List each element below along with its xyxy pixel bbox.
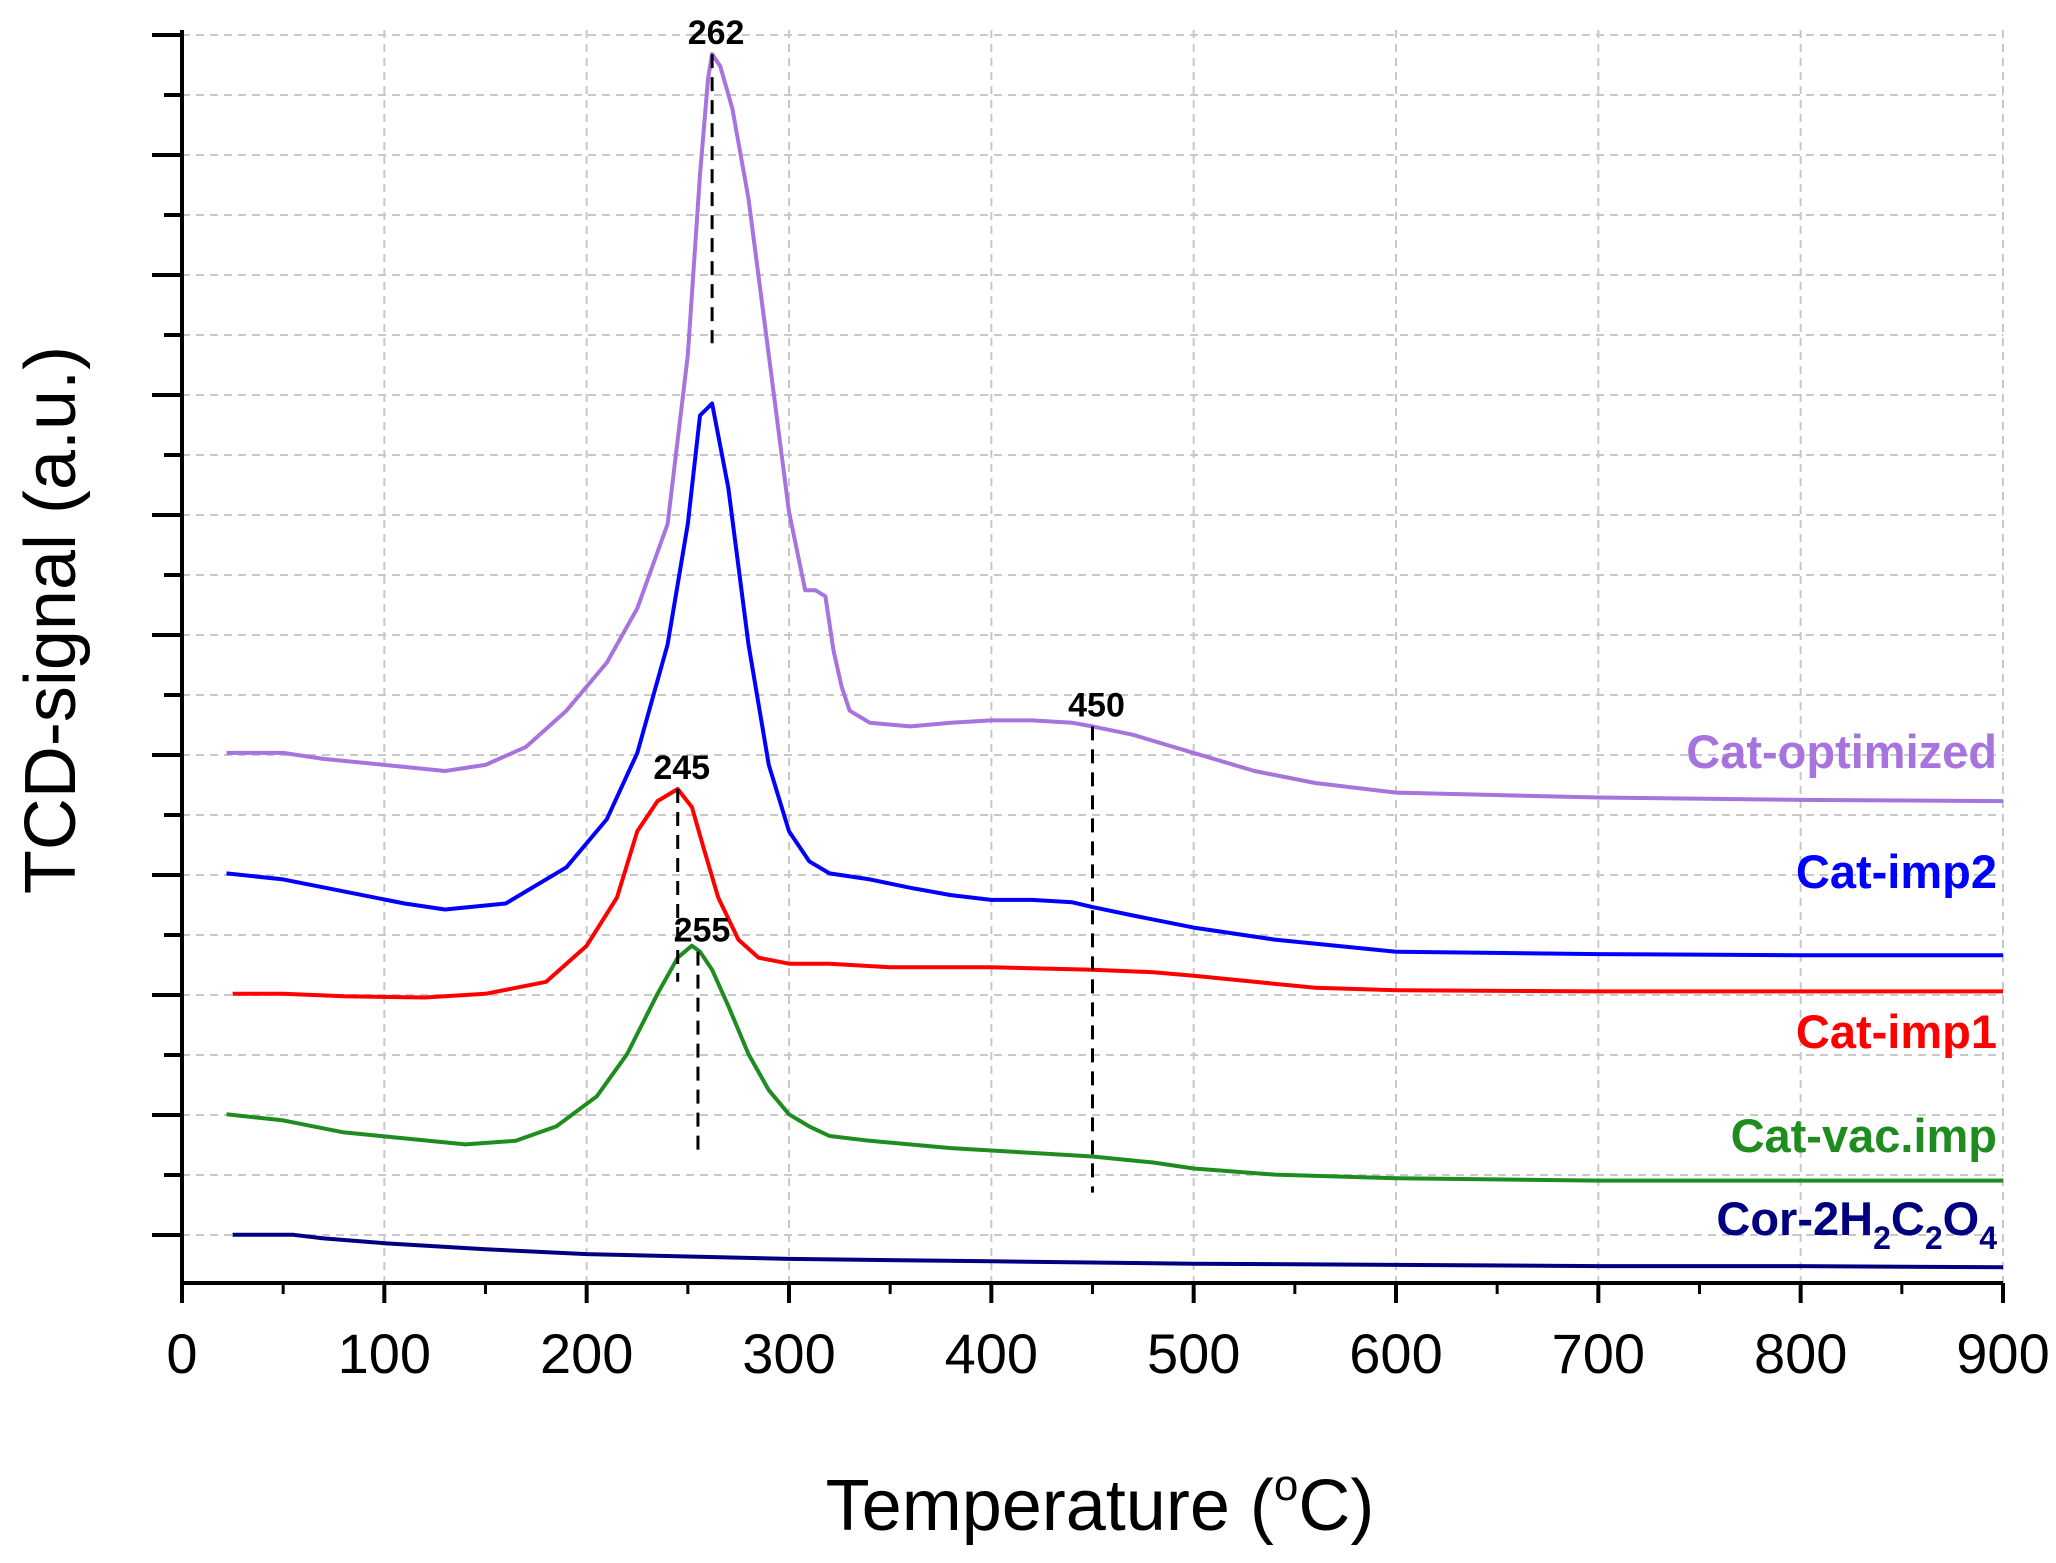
- x-axis-title: Temperature (oC): [826, 1461, 1375, 1546]
- peak-label: 262: [688, 14, 745, 52]
- series-label: Cor-2H2C2O4: [1716, 1192, 1997, 1256]
- x-tick-label: 500: [1147, 1322, 1240, 1385]
- x-tick-label: 300: [742, 1322, 835, 1385]
- peak-label: 245: [653, 749, 710, 787]
- x-tick-label: 700: [1552, 1322, 1645, 1385]
- x-tick-label: 800: [1754, 1322, 1847, 1385]
- peak-annotations: 262 450 245 255: [653, 14, 1125, 1193]
- series-line: [226, 52, 2004, 804]
- x-tick-label: 0: [166, 1322, 197, 1385]
- series-label: Cat-optimized: [1686, 725, 1997, 778]
- series-label: Cat-imp1: [1796, 1005, 1997, 1058]
- series-label: Cat-vac.imp: [1731, 1109, 1997, 1162]
- series-line: [232, 787, 2003, 1000]
- x-tick-label: 200: [540, 1322, 633, 1385]
- x-tick-label: 600: [1349, 1322, 1442, 1385]
- x-tick-label: 100: [338, 1322, 431, 1385]
- axes: 0 100 200 300 400 500 600 700 800 900: [152, 30, 2050, 1385]
- y-axis-title: TCD-signal (a.u.): [11, 346, 91, 894]
- x-tick-label: 400: [945, 1322, 1038, 1385]
- x-tick-label: 900: [1956, 1322, 2049, 1385]
- series-label: Cat-imp2: [1796, 845, 1997, 898]
- series-line: [226, 401, 2003, 958]
- series-lines: [226, 52, 2004, 1270]
- peak-label: 255: [674, 912, 731, 950]
- series-labels: Cat-optimized Cat-imp2 Cat-imp1 Cat-vac.imp…: [1686, 725, 1997, 1256]
- peak-label: 450: [1068, 686, 1125, 724]
- series-line: [226, 943, 2003, 1183]
- series-line: [232, 1232, 2004, 1270]
